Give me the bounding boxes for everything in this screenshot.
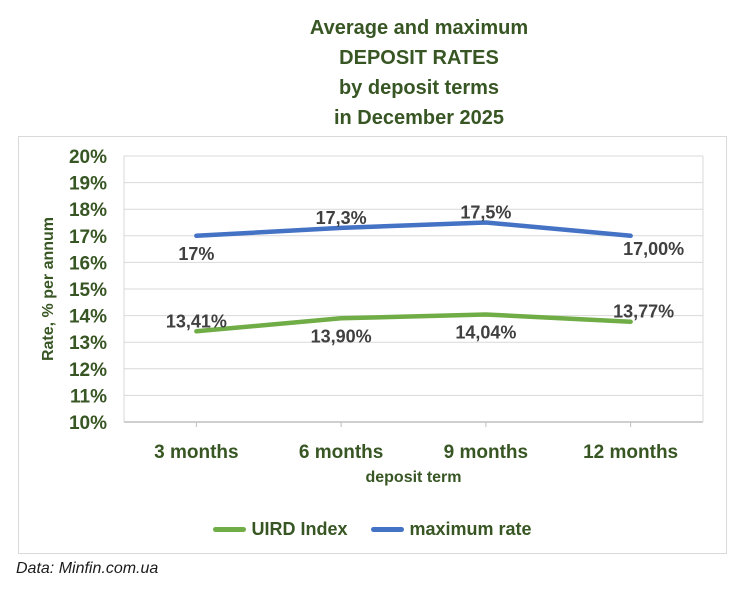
y-tick-label: 11% xyxy=(70,386,107,407)
chart-title-line-3: by deposit terms xyxy=(338,77,500,99)
data-label: 17,5% xyxy=(460,203,511,223)
legend-item-maximum-rate: maximum rate xyxy=(371,519,532,540)
y-tick-label: 15% xyxy=(69,280,107,301)
chart-title: Average and maximum DEPOSIT RATES by dep… xyxy=(0,13,744,133)
x-tick-label: 3 months xyxy=(154,442,238,463)
chart-title-line-1: Average and maximum xyxy=(309,17,529,39)
data-label: 13,77% xyxy=(613,302,674,322)
data-label: 17,00% xyxy=(623,239,684,259)
y-axis-title: Rate, % per annum xyxy=(40,216,57,362)
chart-title-line-4: in December 2025 xyxy=(333,107,505,129)
chart-svg: 20% 19% 18% 17% 16% 15% 14% 13% 12% 11% 10% 3 month… xyxy=(69,147,704,463)
legend-item-uird-index: UIRD Index xyxy=(213,519,347,540)
x-tick-label: 6 months xyxy=(299,442,383,463)
data-label: 17,3% xyxy=(316,208,367,228)
series-line-uird-index xyxy=(194,312,633,334)
data-source: Data: Minfin.com.ua xyxy=(16,560,159,577)
y-tick-label: 17% xyxy=(69,227,107,248)
chart-area: 20% 19% 18% 17% 16% 15% 14% 13% 12% 11% 10% 3 month… xyxy=(18,136,727,554)
x-tick-label: 9 months xyxy=(444,442,528,463)
y-tick-label: 19% xyxy=(69,174,107,195)
data-label: 13,90% xyxy=(311,326,372,346)
y-tick-label: 14% xyxy=(69,307,107,328)
y-tick-label: 16% xyxy=(69,253,107,274)
y-tick-label: 20% xyxy=(69,147,107,168)
legend-label: maximum rate xyxy=(409,519,532,539)
series-line-maximum-rate xyxy=(194,220,633,239)
y-tick-label: 13% xyxy=(69,333,107,354)
y-tick-label: 18% xyxy=(69,200,107,221)
x-axis-title: deposit term xyxy=(365,469,462,486)
y-tick-label: 10% xyxy=(69,413,107,434)
chart-title-line-2: DEPOSIT RATES xyxy=(339,47,499,69)
legend-label: UIRD Index xyxy=(251,519,348,539)
legend-swatch-icon xyxy=(213,527,247,532)
y-tick-label: 12% xyxy=(69,360,107,381)
data-label: 13,41% xyxy=(166,311,227,331)
chart-legend: UIRD Index maximum rate xyxy=(19,519,726,540)
data-label: 17% xyxy=(178,244,214,264)
legend-swatch-icon xyxy=(371,527,405,532)
data-label: 14,04% xyxy=(455,323,516,343)
x-tick-label: 12 months xyxy=(583,442,678,463)
